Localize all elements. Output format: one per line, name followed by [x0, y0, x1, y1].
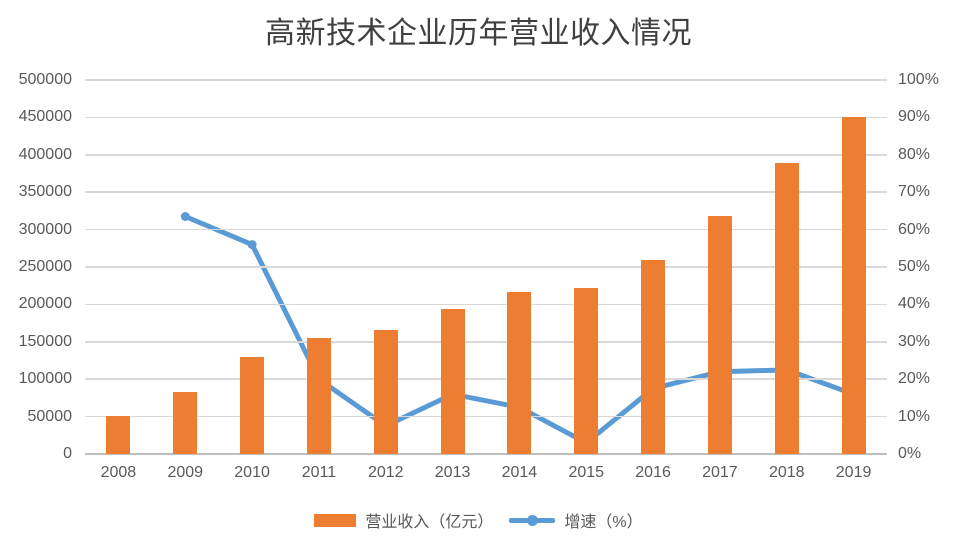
y-axis-tick-left: 350000: [18, 183, 72, 201]
x-axis-tick: 2016: [635, 464, 671, 481]
y-axis-tick-right: 50%: [898, 258, 931, 275]
y-axis-tick-left: 300000: [18, 220, 72, 238]
x-axis-tick: 2018: [768, 464, 805, 481]
revenue-bar-2008: [106, 415, 131, 454]
revenue-bar-2009: [173, 391, 198, 454]
y-axis-tick-left: 200000: [18, 295, 72, 313]
plot-area: 0 0% 50000 10% 100000 20% 150000 30% 200000 40% 25…: [19, 71, 939, 481]
growth-line-swatch-icon: [509, 514, 556, 527]
x-axis-tick: 2019: [835, 464, 872, 481]
y-axis-tick-left: 100000: [18, 370, 72, 388]
x-axis-tick: 2014: [501, 464, 538, 481]
revenue-bar-2011: [306, 338, 331, 454]
x-axis-tick: 2008: [100, 464, 137, 481]
x-axis-tick: 2009: [167, 464, 204, 481]
revenue-bar-2019: [841, 117, 866, 454]
y-axis-tick-right: 0%: [898, 445, 922, 462]
legend: 营业收入（亿元） 增速（%）: [0, 508, 957, 532]
x-axis-tick: 2011: [301, 464, 337, 481]
y-axis-tick-left: 250000: [18, 258, 72, 275]
y-axis-tick-right: 10%: [898, 407, 931, 425]
x-axis-tick: 2017: [702, 464, 738, 481]
revenue-bar-swatch-icon: [314, 513, 357, 527]
growth-line-marker-2009: [180, 212, 190, 221]
gridline: [85, 191, 887, 193]
gridline: [85, 116, 887, 119]
gridline: [85, 79, 887, 81]
y-axis-tick-right: 30%: [898, 332, 931, 350]
gridline: [85, 266, 887, 268]
y-axis-tick-right: 40%: [898, 295, 931, 313]
gridline: [85, 154, 887, 156]
legend-label-revenue: 营业收入（亿元）: [365, 514, 494, 531]
y-axis-tick-right: 60%: [898, 220, 931, 238]
revenue-bar-2017: [707, 216, 732, 454]
gridline: [85, 303, 887, 306]
y-axis-tick-right: 90%: [898, 108, 931, 126]
legend-item-growth: 增速（%）: [509, 508, 643, 532]
legend-label-growth: 增速（%）: [564, 514, 643, 531]
y-axis-tick-left: 450000: [18, 108, 72, 126]
y-axis-tick-right: 100%: [898, 71, 939, 88]
x-axis-tick: 2013: [434, 464, 471, 481]
y-axis-tick-left: 500000: [18, 71, 72, 88]
growth-line-marker-2010: [247, 240, 257, 250]
revenue-bar-2013: [440, 308, 465, 454]
y-axis-tick-left: 150000: [18, 332, 72, 350]
y-axis-tick-right: 70%: [898, 183, 931, 201]
revenue-bar-2015: [574, 287, 599, 454]
revenue-bar-2016: [641, 259, 666, 454]
revenue-bar-2012: [373, 329, 398, 454]
y-axis-tick-left: 0: [63, 445, 72, 462]
revenue-bar-2010: [240, 356, 265, 454]
y-axis-tick-left: 50000: [27, 407, 73, 425]
x-axis-tick: 2012: [367, 464, 404, 481]
gridline: [85, 415, 887, 418]
gridline: [85, 378, 887, 380]
revenue-bar-2014: [507, 292, 532, 454]
x-axis-tick: 2010: [234, 464, 270, 481]
y-axis-tick-left: 400000: [18, 145, 72, 163]
x-axis-line: [85, 453, 887, 455]
y-axis-tick-right: 20%: [898, 370, 931, 388]
chart-title: 高新技术企业历年营业收入情况: [265, 17, 692, 50]
gridline: [85, 341, 887, 343]
gridline: [85, 228, 887, 231]
legend-item-revenue: 营业收入（亿元）: [314, 508, 493, 532]
revenue-bar-2018: [774, 163, 799, 454]
y-axis-tick-right: 80%: [898, 145, 931, 163]
x-axis-tick: 2015: [568, 464, 605, 481]
